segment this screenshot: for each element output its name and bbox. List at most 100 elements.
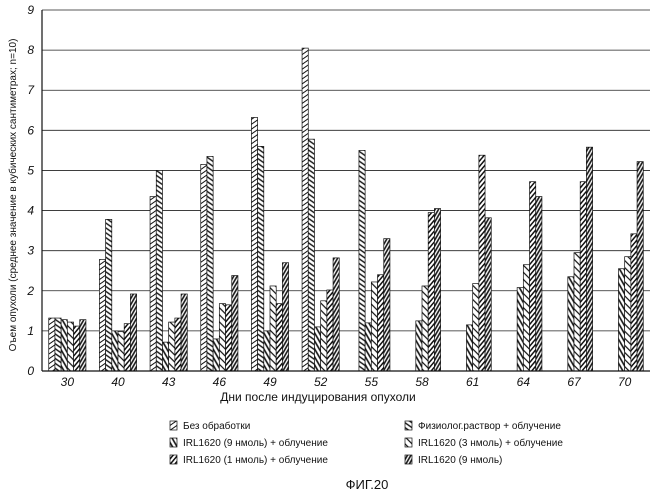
bar <box>201 164 207 371</box>
bar <box>485 218 491 371</box>
y-tick-label: 8 <box>27 43 34 57</box>
bar <box>55 318 61 371</box>
bar <box>207 156 213 371</box>
y-tick-label: 5 <box>27 163 34 177</box>
bar <box>175 318 181 371</box>
bar <box>479 155 485 371</box>
bar <box>466 325 472 371</box>
bar <box>61 320 67 371</box>
bar <box>112 331 118 371</box>
x-tick-label: 55 <box>365 375 379 389</box>
bar <box>574 253 580 371</box>
legend-label: IRL1620 (3 нмоль) + облучение <box>418 437 563 449</box>
bar <box>169 322 175 371</box>
legend-swatch <box>405 455 412 464</box>
y-tick-label: 7 <box>27 83 35 97</box>
x-tick-label: 49 <box>263 375 277 389</box>
bar <box>213 339 219 371</box>
bar <box>536 197 542 371</box>
bar <box>314 327 320 371</box>
bar <box>226 305 232 371</box>
legend-swatch <box>170 421 177 430</box>
bar <box>568 277 574 371</box>
y-axis-title: Оъем опухоли (среднее значение в кубичес… <box>7 39 19 352</box>
bar <box>251 117 257 371</box>
bar <box>517 288 523 371</box>
bar <box>327 290 333 371</box>
legend-swatch <box>405 438 412 447</box>
x-tick-label: 40 <box>111 375 125 389</box>
bar <box>378 275 384 371</box>
bar <box>530 182 536 371</box>
bar <box>162 342 168 371</box>
legend-label: IRL1620 (9 нмоль) <box>418 455 502 466</box>
x-tick-label: 64 <box>517 375 531 389</box>
x-tick-label: 61 <box>466 375 479 389</box>
x-tick-label: 46 <box>213 375 227 389</box>
x-axis-title: Дни после индуцирования опухоли <box>220 390 415 404</box>
bar <box>219 304 225 371</box>
bar <box>333 258 339 371</box>
x-tick-label: 70 <box>618 375 632 389</box>
bar <box>371 282 377 371</box>
bar <box>523 265 529 371</box>
legend-label: Физиолог.раствор + облучение <box>418 420 561 432</box>
legend-label: IRL1620 (1 нмоль) + облучение <box>183 454 328 466</box>
bar <box>282 263 288 371</box>
bar <box>118 332 124 371</box>
x-tick-label: 58 <box>415 375 429 389</box>
bar <box>270 286 276 371</box>
legend-label: Без обработки <box>183 420 250 432</box>
bar <box>156 170 162 371</box>
y-tick-label: 2 <box>26 284 34 298</box>
bar <box>321 301 327 371</box>
bar <box>302 48 308 371</box>
bar <box>181 294 187 371</box>
y-tick-labels: 0 1 2 3 4 5 6 7 8 9 <box>26 3 35 378</box>
bar <box>359 150 365 371</box>
bar <box>49 318 55 371</box>
bar <box>106 219 112 371</box>
bar <box>618 269 624 371</box>
x-tick-labels: 30 40 43 46 49 52 55 58 61 64 67 70 <box>61 375 632 389</box>
y-tick-label: 6 <box>27 123 34 137</box>
bar <box>586 147 592 371</box>
x-tick-label: 30 <box>61 375 75 389</box>
bar <box>625 257 631 371</box>
bar <box>637 162 643 371</box>
bar <box>428 213 434 371</box>
bar <box>124 324 130 371</box>
y-tick-label: 4 <box>27 204 34 218</box>
bar <box>258 146 264 371</box>
y-tick-label: 0 <box>27 364 34 378</box>
bar <box>232 276 238 371</box>
legend-swatch <box>405 421 412 430</box>
x-tick-label: 52 <box>314 375 328 389</box>
bar <box>130 294 136 371</box>
bar <box>67 322 73 371</box>
bar <box>434 209 440 371</box>
bar <box>631 234 637 371</box>
bar <box>422 286 428 371</box>
legend-swatch <box>170 455 177 464</box>
y-tick-label: 1 <box>27 324 34 338</box>
legend-label: IRL1620 (9 нмоль) + облучение <box>183 437 328 449</box>
bars <box>49 48 644 371</box>
bar <box>264 331 270 371</box>
bar <box>150 197 156 371</box>
x-tick-label: 67 <box>567 375 582 389</box>
bar <box>384 239 390 371</box>
y-tick-label: 3 <box>27 244 34 258</box>
bar <box>580 182 586 371</box>
bar <box>74 326 80 371</box>
legend-swatch <box>170 438 177 447</box>
figure-caption: ФИГ.20 <box>346 477 389 492</box>
bar <box>80 320 86 371</box>
legend: Без обработки Физиолог.раствор + облучени… <box>170 420 563 466</box>
bar <box>365 323 371 371</box>
bar <box>308 139 314 371</box>
x-tick-label: 43 <box>162 375 176 389</box>
bar <box>416 321 422 371</box>
y-tick-label: 9 <box>27 3 34 17</box>
